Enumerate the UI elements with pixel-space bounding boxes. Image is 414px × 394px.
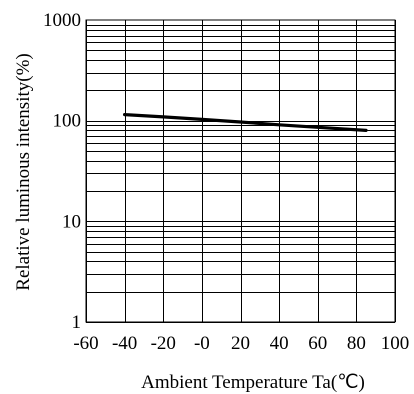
x-tick-label: 100 [381, 333, 410, 354]
x-tick-label: 20 [231, 333, 250, 354]
series-line [122, 112, 368, 132]
y-axis-label: Relative luminous intensity(%) [13, 53, 34, 290]
y-tick-labels: 1 10 100 1000 [43, 10, 81, 333]
x-tick-labels: -60 -40 -20 -0 20 40 60 80 100 [73, 333, 409, 354]
y-tick-label: 1 [72, 312, 82, 333]
grid [86, 20, 396, 323]
series-group [122, 112, 368, 132]
x-tick-label: -60 [73, 333, 98, 354]
x-tick-label: 40 [270, 333, 289, 354]
x-tick-label: -20 [151, 333, 176, 354]
x-tick-label: -0 [194, 333, 210, 354]
y-tick-label: 1000 [43, 10, 81, 31]
plot-frame [85, 19, 396, 323]
x-tick-label: 80 [347, 333, 366, 354]
x-axis-label: Ambient Temperature Ta(℃) [141, 372, 365, 393]
x-tick-label: 60 [308, 333, 327, 354]
y-tick-label: 10 [62, 211, 81, 232]
x-tick-label: -40 [112, 333, 137, 354]
y-tick-label: 100 [53, 111, 82, 132]
